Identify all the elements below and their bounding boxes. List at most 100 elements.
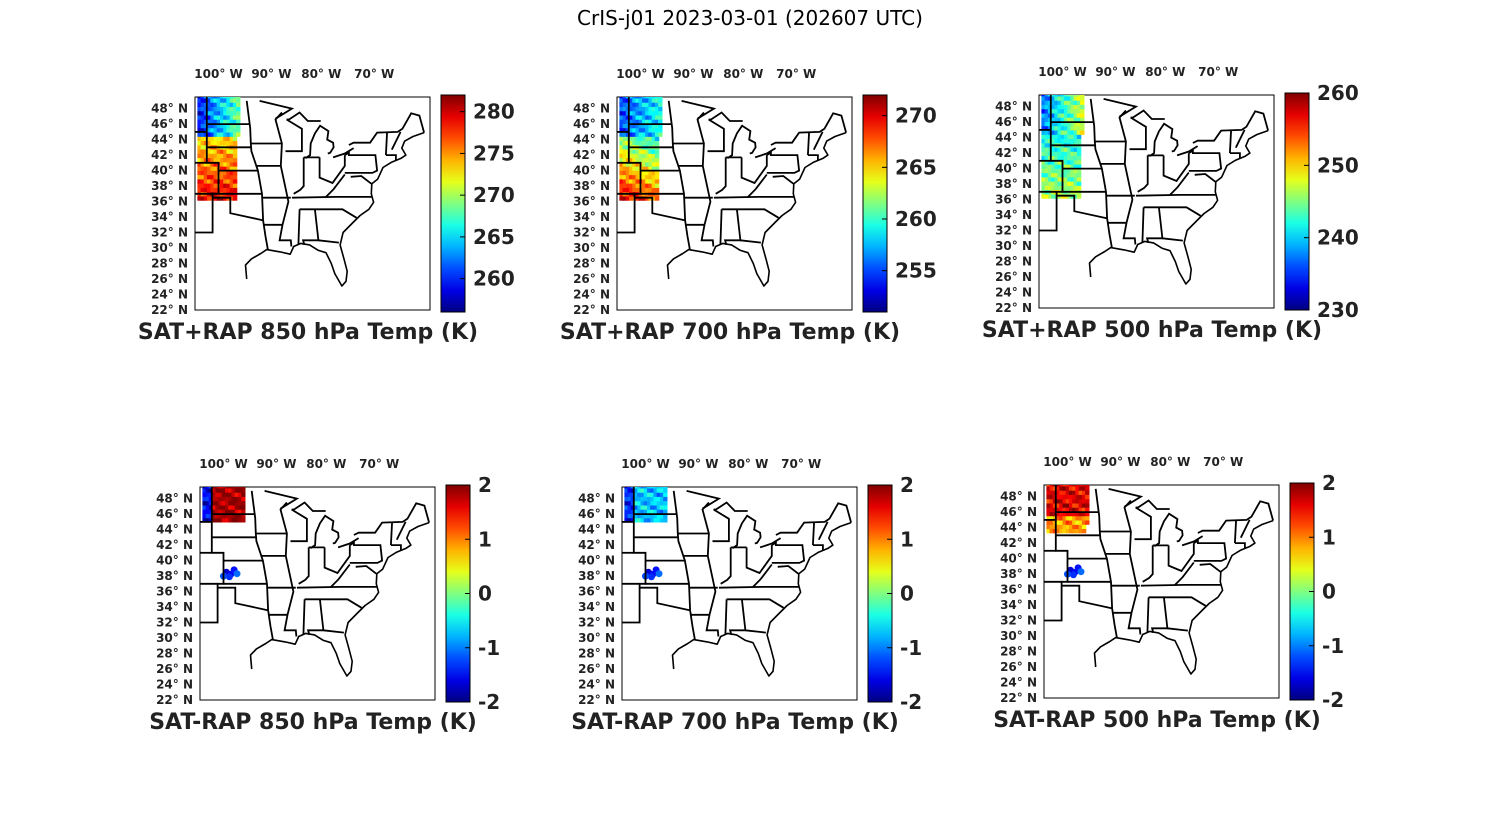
swath-cell <box>1054 104 1059 110</box>
swath-cell <box>632 102 637 107</box>
state-boundary <box>1141 207 1145 243</box>
colorbar-tick-label: 0 <box>478 582 492 606</box>
swath-cell <box>213 140 218 146</box>
swath-cell <box>653 496 658 502</box>
swath-cell <box>1076 155 1082 161</box>
swath-cell <box>622 148 627 154</box>
swath-cell <box>656 492 662 497</box>
swath-cell <box>237 492 243 497</box>
lat-label: 48° N <box>151 102 188 116</box>
swath-cell <box>622 106 627 112</box>
state-boundary <box>264 490 300 510</box>
swath-cell <box>1044 185 1049 191</box>
swath-cell <box>1080 95 1085 97</box>
swath-cell <box>1069 515 1074 521</box>
swath-cell <box>1081 519 1087 525</box>
swath-cell <box>1081 490 1087 495</box>
swath-cell <box>1044 142 1049 148</box>
state-boundary <box>323 629 345 634</box>
swath-cell <box>624 500 629 506</box>
colorbar-tick-label: 280 <box>473 100 515 124</box>
swath-cell <box>1075 528 1080 534</box>
colorbar-tick-label: 2 <box>1322 471 1336 495</box>
swath-cell <box>1059 528 1064 534</box>
swath-cell <box>223 123 228 129</box>
swath-cell <box>213 97 218 103</box>
swath-cell <box>237 496 243 502</box>
swath-cell <box>231 500 236 506</box>
swath-cell <box>627 492 632 497</box>
state-boundary <box>715 157 727 195</box>
swath-cell <box>197 136 202 141</box>
swath-cell <box>212 509 217 514</box>
swath-cell <box>658 114 663 120</box>
swath-cell <box>229 183 235 188</box>
swath-cell <box>656 500 662 506</box>
swath-cell <box>653 509 658 514</box>
state-boundary <box>726 598 785 609</box>
swath-cell <box>216 131 222 137</box>
swath-cell <box>1070 95 1075 97</box>
swath-cell <box>629 148 634 154</box>
swath-cell <box>1070 117 1075 122</box>
swath-cell <box>658 97 663 99</box>
swath-cell <box>642 119 647 124</box>
map-svg: 100° W 90° W 80° W 70° W 48° N46° N 44° N42° … <box>1000 455 1344 712</box>
state-boundary <box>286 111 321 122</box>
map-panel: 100° W 90° W 80° W 70° W 48° N 46° N 44° N 42° … <box>972 65 1412 368</box>
swath-cell <box>202 513 207 519</box>
lat-label: 44° N <box>1000 521 1037 535</box>
swath-cell <box>1051 168 1056 174</box>
swath-cell <box>1041 193 1046 199</box>
swath-cell <box>1080 125 1085 131</box>
lat-label: 40° N <box>1000 552 1037 566</box>
swath-cell <box>651 161 657 167</box>
swath-cell <box>1069 494 1074 500</box>
swath-cell <box>619 106 624 112</box>
swath-cell <box>1073 146 1079 152</box>
swath-cell <box>229 131 235 137</box>
swath-cell <box>1072 490 1077 495</box>
colorbar-tick-label: 260 <box>1317 81 1359 105</box>
swath-cell <box>642 161 647 167</box>
swath-cell <box>1081 485 1087 487</box>
swath-cell <box>1054 125 1059 131</box>
lat-label: 26° N <box>156 662 193 676</box>
swath-cell <box>658 123 663 129</box>
lon-label: 80° W <box>301 67 341 81</box>
swath-cell <box>1054 151 1059 157</box>
swath-cell <box>1059 507 1064 512</box>
swath-cell <box>207 140 212 146</box>
swath-cell <box>1046 507 1051 512</box>
swath-cell <box>635 136 640 141</box>
swath-cell <box>1057 112 1062 118</box>
swath-cell <box>228 517 233 523</box>
swath-cell <box>638 140 644 146</box>
lon-label: 100° W <box>616 67 664 81</box>
lat-label: 32° N <box>995 224 1032 238</box>
swath-cell <box>213 170 218 176</box>
swath-cell <box>622 97 627 103</box>
swath-cell <box>200 136 205 141</box>
swath-cell <box>220 97 225 99</box>
swath-cell <box>1073 185 1079 191</box>
swath-cell <box>207 178 212 184</box>
swath-cell <box>226 114 231 120</box>
swath-cell <box>210 102 215 107</box>
lat-label: 48° N <box>995 100 1032 114</box>
swath-cell <box>1076 168 1082 174</box>
swath-cell <box>635 161 640 167</box>
swath-cell <box>1073 172 1079 178</box>
state-boundary <box>745 629 767 634</box>
state-boundary <box>1229 152 1241 159</box>
swath-cell <box>1044 134 1049 139</box>
swath-cell <box>642 97 647 103</box>
swath-cell <box>1064 117 1069 122</box>
swath-cell <box>216 148 222 154</box>
lat-label: 40° N <box>995 162 1032 176</box>
state-boundary <box>1089 98 1113 248</box>
swath-cell <box>1047 193 1053 199</box>
swath-cell <box>1067 176 1072 182</box>
swath-cell <box>241 504 246 510</box>
swath-cell <box>659 492 665 497</box>
